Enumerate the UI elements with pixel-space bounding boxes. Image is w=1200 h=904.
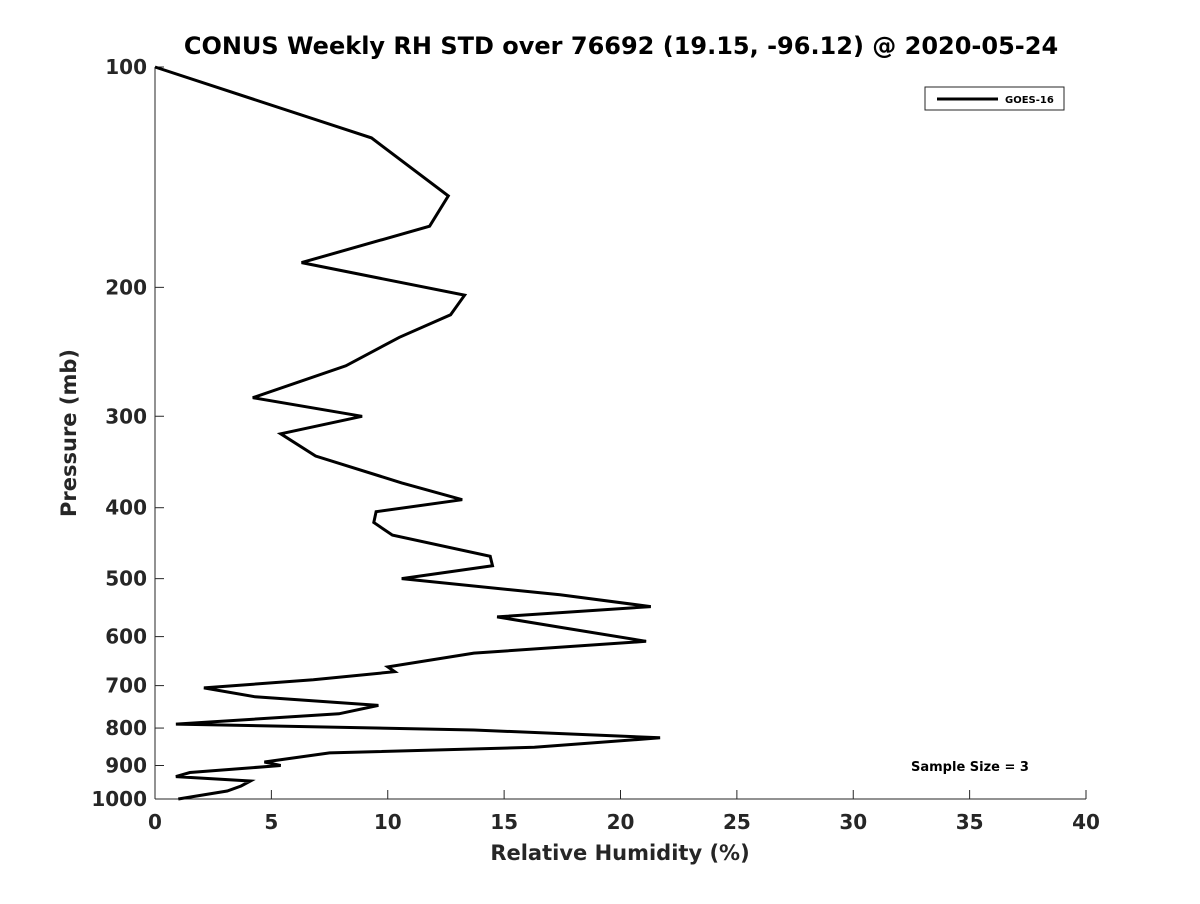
sample-size-annotation: Sample Size = 3: [911, 760, 1029, 775]
y-ticks: 100 200 300 400 500 600 700 800 900 1000: [91, 55, 164, 811]
x-tick-label: 15: [490, 810, 518, 834]
y-tick-label: 100: [105, 55, 147, 79]
y-tick-label: 500: [105, 567, 147, 591]
x-tick-label: 30: [839, 810, 867, 834]
y-tick-label: 700: [105, 674, 147, 698]
y-tick-label: 200: [105, 275, 147, 299]
x-tick-label: 35: [956, 810, 984, 834]
y-tick-label: 400: [105, 496, 147, 520]
y-axis-label: Pressure (mb): [57, 349, 81, 517]
y-tick-label: 1000: [91, 787, 147, 811]
x-tick-label: 5: [264, 810, 278, 834]
x-tick-label: 0: [148, 810, 162, 834]
x-tick-label: 40: [1072, 810, 1100, 834]
y-tick-label: 300: [105, 404, 147, 428]
series-line-goes-16: [154, 65, 661, 801]
plot-area: 0 5 10 15 20 25 30 35 40 100 200 300 400 500 600 700 80…: [91, 55, 1100, 834]
chart-title: CONUS Weekly RH STD over 76692 (19.15, -…: [184, 32, 1058, 60]
x-ticks: 0 5 10 15 20 25 30 35 40: [148, 790, 1100, 834]
y-tick-label: 800: [105, 716, 147, 740]
legend: GOES-16: [924, 86, 1065, 111]
x-tick-label: 25: [723, 810, 751, 834]
x-tick-label: 10: [374, 810, 402, 834]
y-tick-label: 900: [105, 754, 147, 778]
y-tick-label: 600: [105, 625, 147, 649]
x-axis-label: Relative Humidity (%): [490, 841, 749, 865]
x-tick-label: 20: [607, 810, 635, 834]
legend-label: GOES-16: [1005, 95, 1054, 106]
